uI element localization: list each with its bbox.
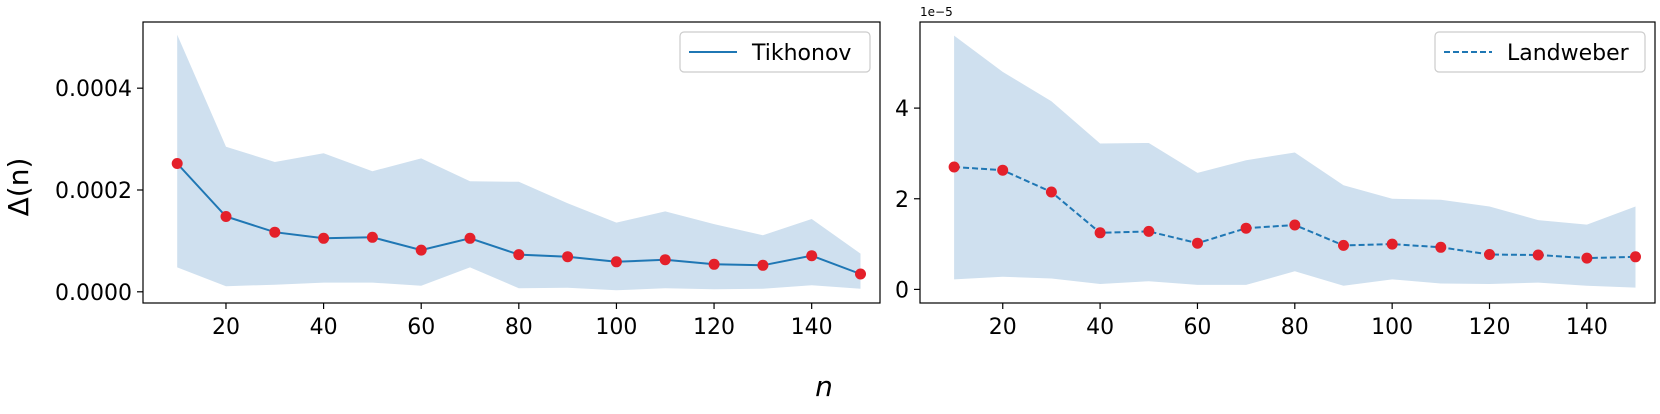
chart-0-data-point	[610, 256, 622, 268]
chart-1-legend-label: Landweber	[1507, 41, 1630, 66]
chart-1-data-point	[948, 161, 960, 173]
chart-0-data-point	[708, 258, 720, 270]
chart-1-x-tick-label: 120	[1469, 315, 1511, 340]
chart-1-data-point	[1338, 239, 1349, 251]
chart-1-data-point	[1289, 219, 1301, 231]
chart-0-data-point	[513, 249, 525, 261]
tikhonov-panel: 20 40 60 80 100 120 140 0.0000 0.0002 0.0004 Tikho…	[55, 21, 881, 340]
chart-1-offset-text: 1e−5	[920, 5, 953, 19]
chart-1-data-point	[1581, 252, 1593, 264]
chart-0-data-point	[806, 250, 818, 262]
chart-0-axes-frame	[142, 21, 881, 304]
chart-1-data-point	[1630, 251, 1641, 263]
chart-1-y-tick-label: 2	[895, 188, 909, 213]
landweber-panel: 20 40 60 80 100 120 140 0 2 4 1e−5 Landweber	[895, 5, 1656, 340]
chart-1-confidence-band	[954, 35, 1636, 288]
chart-1-data-point	[1143, 225, 1155, 237]
chart-1-x-tick-label: 20	[989, 315, 1017, 340]
chart-1-data-point	[1484, 249, 1495, 260]
chart-0-data-point	[415, 244, 427, 256]
chart-0-data-point	[562, 251, 574, 263]
chart-0-y-tick-label: 0.0000	[55, 281, 132, 306]
shared-x-axis-label: n	[815, 370, 833, 403]
chart-1-data-point	[1240, 222, 1252, 234]
chart-0-data-point	[318, 232, 330, 244]
chart-0-data-point	[464, 232, 476, 244]
chart-0-data-point	[171, 158, 183, 169]
shared-y-axis-label: Δ(n)	[2, 158, 35, 217]
chart-0-data-point	[269, 226, 281, 238]
chart-0-y-tick-label: 0.0002	[55, 179, 132, 204]
chart-1-legend-box	[1434, 31, 1646, 73]
chart-0-y-tick-label: 0.0004	[55, 77, 132, 102]
chart-1-y-tick-label: 0	[895, 278, 909, 303]
chart-0-x-tick-label: 40	[310, 315, 338, 340]
chart-0-data-point	[220, 211, 232, 222]
chart-1-x-tick-label: 40	[1086, 315, 1114, 340]
chart-0-legend-box	[679, 31, 871, 73]
chart-0-x-tick-label: 60	[407, 315, 435, 340]
chart-0-confidence-band	[177, 34, 861, 291]
chart-0-data-point	[659, 254, 671, 266]
chart-0-x-tick-label: 20	[212, 315, 240, 340]
chart-1-y-tick-label: 4	[895, 97, 909, 122]
chart-1-data-point	[1192, 237, 1203, 249]
chart-0-data-point	[757, 259, 769, 271]
chart-1-data-point	[997, 164, 1009, 176]
chart-1-data-point	[1045, 186, 1057, 198]
chart-1-x-tick-label: 60	[1183, 315, 1211, 340]
chart-1-data-point	[1386, 238, 1398, 250]
chart-1-data-point	[1094, 227, 1106, 239]
chart-1-x-tick-label: 140	[1566, 315, 1608, 340]
chart-0-data-point	[366, 231, 378, 243]
chart-0-x-tick-label: 80	[505, 315, 533, 340]
chart-0-legend-label: Tikhonov	[751, 41, 851, 66]
chart-1-x-tick-label: 80	[1281, 315, 1309, 340]
chart-0-x-tick-label: 140	[791, 315, 833, 340]
chart-1-data-point	[1435, 241, 1447, 253]
chart-1-x-tick-label: 100	[1371, 315, 1413, 340]
chart-1-axes-frame	[919, 21, 1656, 304]
chart-0-x-tick-label: 100	[595, 315, 637, 340]
chart-1-data-point	[1532, 249, 1544, 261]
chart-0-x-tick-label: 120	[693, 315, 735, 340]
chart-0-data-point	[855, 268, 866, 280]
